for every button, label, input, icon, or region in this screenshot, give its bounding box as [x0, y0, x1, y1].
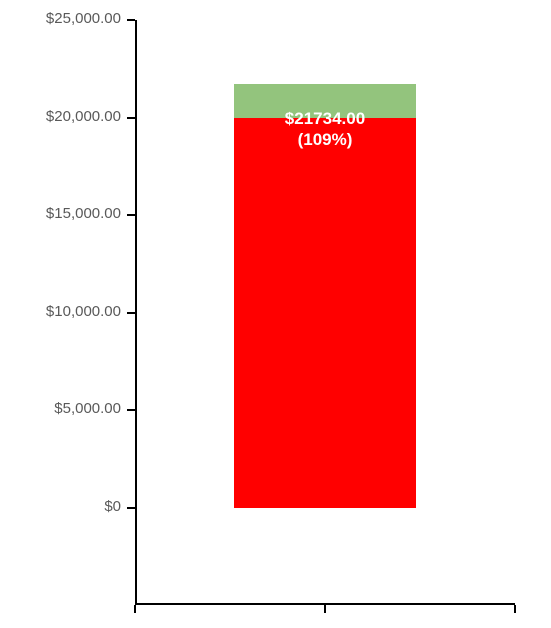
x-tick — [324, 605, 326, 613]
bar-data-label-line2: (109%) — [234, 129, 416, 150]
y-tick-label: $25,000.00 — [46, 10, 121, 27]
budget-chart: $0 $5,000.00 $10,000.00 $15,000.00 $20,000.0… — [0, 0, 551, 628]
y-tick-label: $0 — [104, 498, 121, 515]
y-tick — [127, 214, 135, 216]
front-bar — [234, 118, 416, 508]
x-tick — [134, 605, 136, 613]
y-tick-label: $20,000.00 — [46, 108, 121, 125]
y-tick — [127, 507, 135, 509]
y-tick-label: $15,000.00 — [46, 205, 121, 222]
bar-data-label-line1: $21734.00 — [234, 108, 416, 129]
y-tick-label: $10,000.00 — [46, 303, 121, 320]
y-tick — [127, 19, 135, 21]
y-tick — [127, 312, 135, 314]
plot-area: $0$5,000.00$10,000.00$15,000.00$20,000.0… — [135, 20, 515, 605]
x-tick — [514, 605, 516, 613]
y-tick — [127, 117, 135, 119]
y-axis-line — [135, 20, 137, 605]
y-tick-label: $5,000.00 — [54, 400, 121, 417]
y-tick — [127, 409, 135, 411]
bar-data-label: $21734.00(109%) — [234, 108, 416, 151]
